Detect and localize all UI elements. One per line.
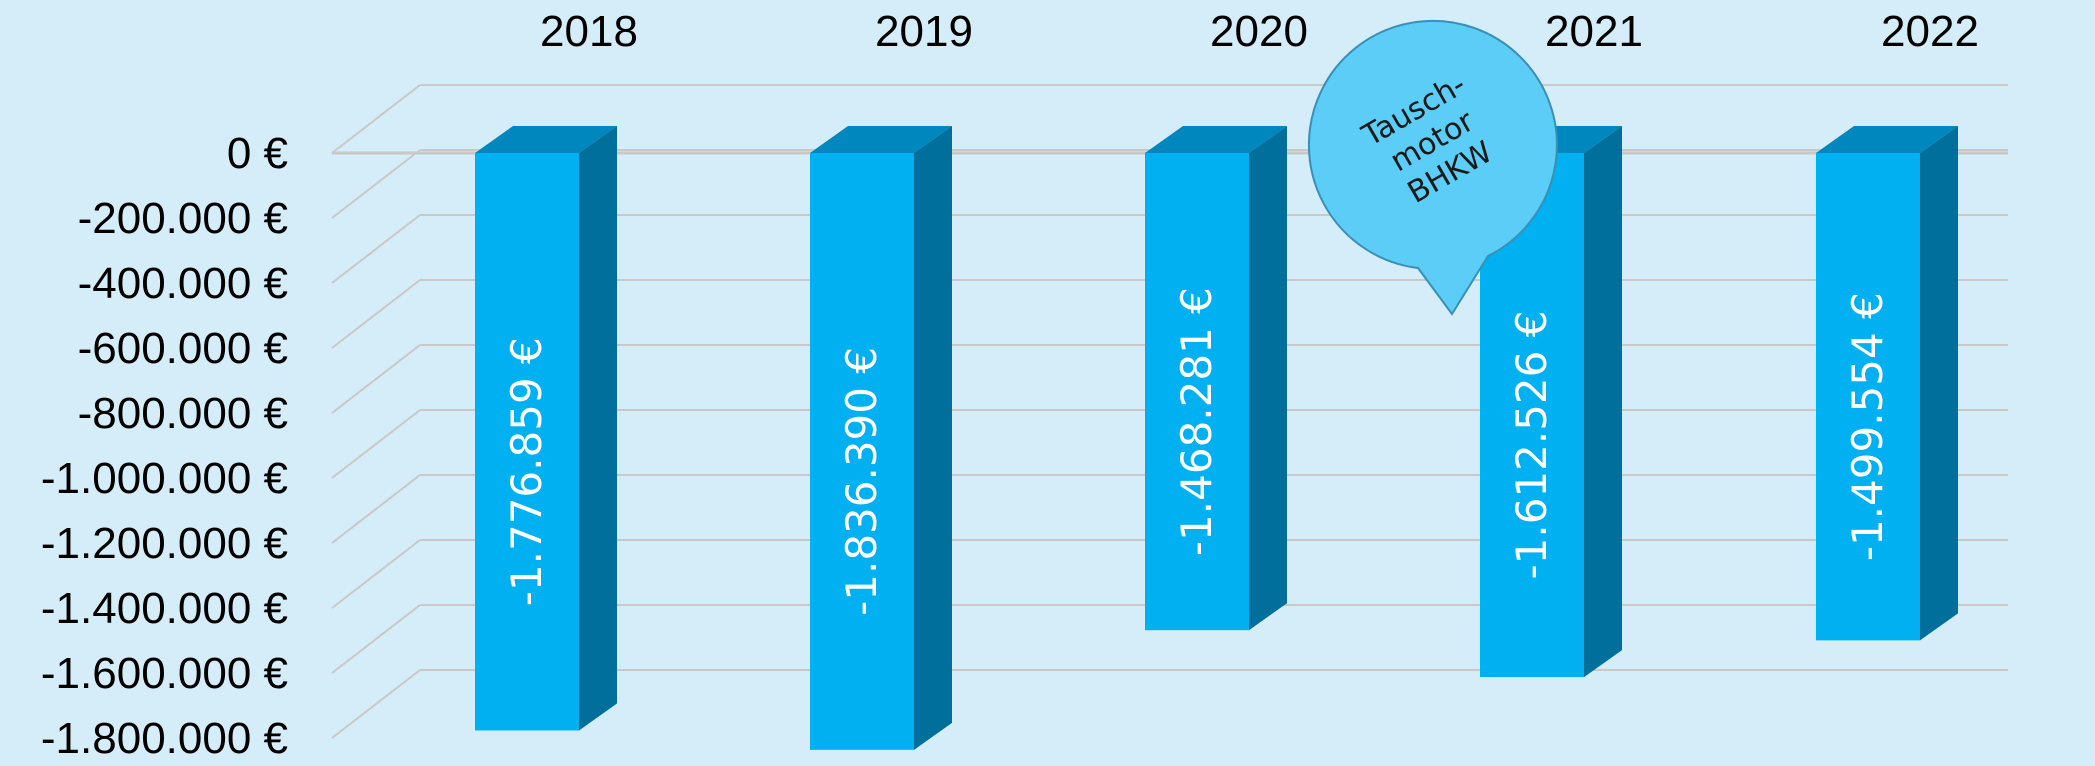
bar: -1.776.859 € [475, 126, 617, 730]
bar-value-label: -1.776.859 € [502, 337, 551, 606]
x-category-label: 2020 [1210, 7, 1308, 56]
gridline-side [332, 345, 420, 413]
bar-value-label: -1.612.526 € [1507, 311, 1556, 580]
y-tick-label: -1.200.000 € [41, 519, 288, 568]
x-category-label: 2022 [1881, 7, 1979, 56]
gridline-side [332, 410, 420, 478]
gridline-side [332, 540, 420, 608]
bar-side-face [1920, 126, 1958, 640]
y-tick-label: -200.000 € [78, 194, 288, 243]
bar-value-label: -1.468.281 € [1172, 287, 1221, 556]
bar-value-label: -1.499.554 € [1843, 292, 1892, 561]
gridline-side [332, 670, 420, 738]
gridline-side [332, 280, 420, 348]
y-tick-label: -1.800.000 € [41, 714, 288, 763]
y-tick-label: -800.000 € [78, 389, 288, 438]
x-category-label: 2018 [540, 7, 638, 56]
y-axis-ticks: 0 € -200.000 € -400.000 € -600.000 € -800.00… [41, 129, 288, 763]
bar: -1.836.390 € [810, 126, 952, 750]
bar-side-face [579, 126, 617, 730]
x-category-label: 2019 [875, 7, 973, 56]
bars: -1.776.859 € -1.836.390 € -1.468.281 € -1.6… [475, 126, 1958, 750]
bar-side-face [1249, 126, 1287, 630]
gridline-side [332, 85, 420, 153]
bar: -1.468.281 € [1145, 126, 1287, 630]
y-tick-label: -400.000 € [78, 259, 288, 308]
bar-value-label: -1.836.390 € [837, 347, 886, 616]
y-tick-label: -1.400.000 € [41, 584, 288, 633]
gridline-side [332, 215, 420, 283]
y-tick-label: -600.000 € [78, 324, 288, 373]
y-tick-label: -1.600.000 € [41, 649, 288, 698]
y-tick-label: -1.000.000 € [41, 454, 288, 503]
bar: -1.499.554 € [1816, 126, 1958, 640]
y-tick-label: 0 € [227, 129, 288, 178]
gridline-side [332, 475, 420, 543]
gridline-side [332, 150, 420, 218]
gridline-side [332, 605, 420, 673]
bar-side-face [1584, 126, 1622, 677]
x-category-label: 2021 [1545, 7, 1643, 56]
bar-side-face [914, 126, 952, 750]
x-axis-categories: 2018 2019 2020 2021 2022 [540, 7, 1979, 56]
